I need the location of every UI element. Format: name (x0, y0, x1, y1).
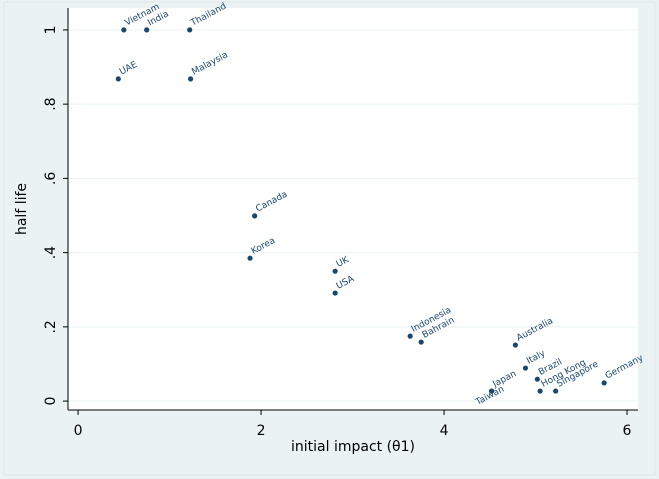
point (188, 76, 194, 82)
x-axis-title: initial impact (θ1) (291, 439, 415, 455)
point (512, 342, 518, 348)
y-tick-label: 1 (43, 25, 59, 34)
point (332, 268, 338, 274)
point (115, 76, 121, 82)
y-tick-label: .2 (43, 320, 59, 333)
y-tick-label: .8 (43, 97, 59, 110)
point (489, 388, 495, 394)
point (187, 27, 193, 33)
x-tick-label: 0 (74, 423, 83, 439)
point (247, 255, 253, 261)
point (407, 333, 413, 339)
x-tick-label: 6 (623, 423, 632, 439)
point (121, 27, 127, 33)
point (144, 27, 150, 33)
plot-region (68, 8, 638, 410)
y-tick-label: .6 (43, 172, 59, 185)
point (534, 376, 540, 382)
y-tick-label: .4 (43, 246, 59, 259)
point (252, 213, 258, 219)
point (601, 380, 607, 386)
x-tick-label: 2 (257, 423, 266, 439)
point (522, 365, 529, 371)
y-tick-label: 0 (43, 397, 59, 406)
point (418, 339, 424, 345)
point (553, 388, 559, 394)
y-axis-title: half life (14, 183, 30, 235)
x-tick-label: 4 (440, 423, 449, 439)
point (332, 290, 338, 296)
point (537, 388, 543, 394)
